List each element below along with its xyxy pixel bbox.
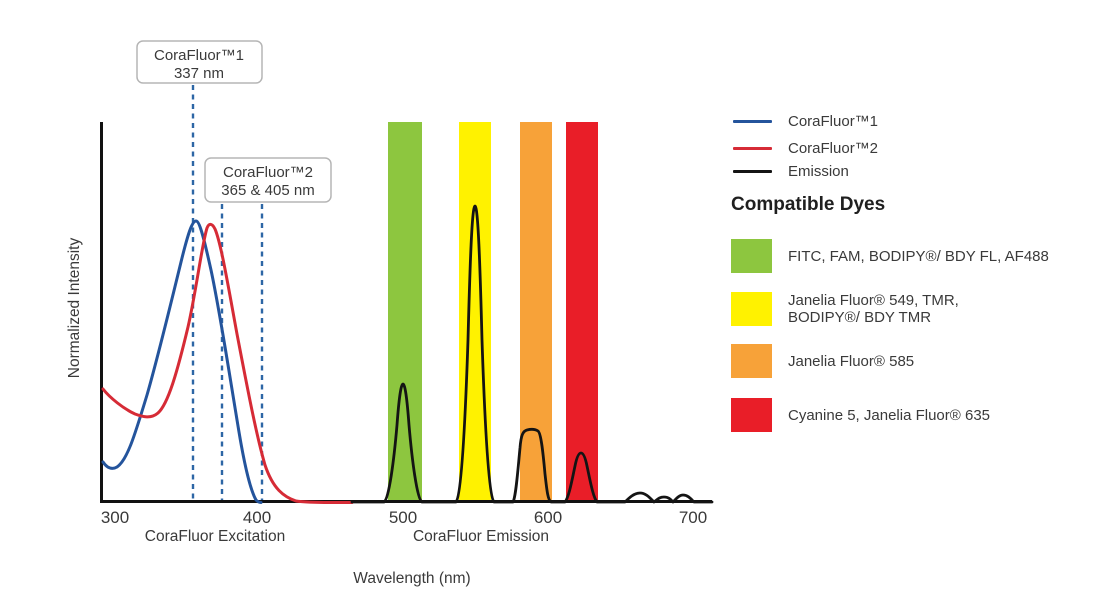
corafluor2-callout-line1: CoraFluor™2 [223,164,313,181]
dye-label: Cyanine 5, Janelia Fluor® 635 [788,406,991,424]
dye-label: Janelia Fluor® 549, TMR, BODIPY®/ BDY TM… [788,292,959,326]
legend-label: Emission [788,163,849,180]
dye-item-orange: Janelia Fluor® 585 [731,344,914,378]
corafluor1-excitation-curve [101,219,263,504]
legend-item-corafluor1: CoraFluor™1 [733,113,878,130]
excitation-section-label: CoraFluor Excitation [145,528,285,545]
compatible-dyes-heading: Compatible Dyes [731,194,886,215]
x-tick-500: 500 [389,508,417,527]
green-dye-swatch [731,239,772,273]
emission-band-orange [520,122,552,501]
legend-label: CoraFluor™1 [788,113,879,130]
spectra-plot: CoraFluor™1 337 nm CoraFluor™2 365 & 405… [66,40,714,587]
corafluor1-line-swatch [733,120,772,123]
legend-item-emission: Emission [733,163,849,180]
dye-label-line1: Janelia Fluor® 549, TMR, [788,292,959,309]
emission-line-swatch [733,170,772,173]
emission-curve [350,204,714,504]
red-dye-swatch [731,398,772,432]
corafluor2-excitation-curve [101,222,354,504]
dye-label-line2: BODIPY®/ BDY TMR [788,309,932,326]
dye-label: Janelia Fluor® 585 [788,352,915,370]
x-tick-700: 700 [679,508,707,527]
dye-item-green: FITC, FAM, BODIPY®/ BDY FL, AF488 [731,239,1049,273]
corafluor2-callout-line2: 365 & 405 nm [221,182,314,199]
x-axis-title: Wavelength (nm) [353,570,470,587]
emission-band-red [566,122,598,501]
corafluor1-callout-box [136,40,263,84]
corafluor1-callout-line1: CoraFluor™1 [154,47,244,64]
corafluor2-callout-box [204,157,332,203]
dye-label: FITC, FAM, BODIPY®/ BDY FL, AF488 [788,247,1049,265]
x-tick-400: 400 [243,508,271,527]
emission-band-green [388,122,422,501]
x-tick-300: 300 [101,508,129,527]
legend-item-corafluor2: CoraFluor™2 [733,140,878,157]
legend-label: CoraFluor™2 [788,140,879,157]
emission-section-label: CoraFluor Emission [413,528,549,545]
corafluor1-callout-line2: 337 nm [174,65,224,82]
orange-dye-swatch [731,344,772,378]
yellow-dye-swatch [731,292,772,326]
y-axis-title: Normalized Intensity [66,238,83,379]
corafluor2-line-swatch [733,147,772,150]
dye-item-yellow: Janelia Fluor® 549, TMR, BODIPY®/ BDY TM… [731,292,959,326]
x-tick-600: 600 [534,508,562,527]
dye-item-red: Cyanine 5, Janelia Fluor® 635 [731,398,990,432]
